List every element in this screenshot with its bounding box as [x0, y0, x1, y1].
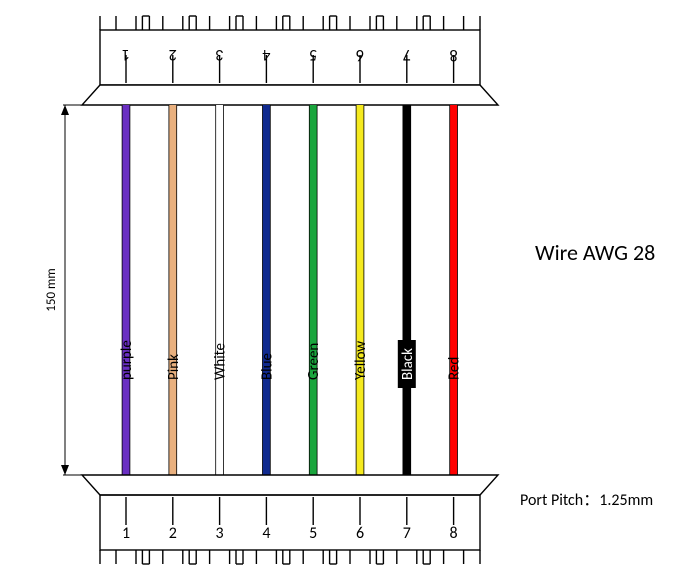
- wire-label-yellow: Yellow: [352, 341, 370, 380]
- top-pin-number-8: 8: [450, 45, 458, 64]
- bottom-pin-number-6: 6: [356, 524, 364, 543]
- wire-label-white: White: [212, 343, 230, 380]
- wire-label-green: Green: [305, 343, 323, 380]
- bottom-pin-number-1: 1: [122, 524, 130, 543]
- bottom-pin-number-5: 5: [309, 524, 317, 543]
- connector-bottom-flange: [82, 475, 498, 495]
- connector-top-flange: [82, 85, 498, 105]
- bottom-pin-number-8: 8: [450, 524, 458, 543]
- wire-label-pink: Pink: [165, 354, 183, 380]
- top-pin-number-2: 2: [169, 45, 177, 64]
- wiring-diagram: 1 2 3 4 5 6 7 8 purple Pink White Blue Green Yellow Bl…: [0, 0, 700, 569]
- bottom-pin-number-3: 3: [216, 524, 224, 543]
- wire-label-black: Black: [399, 348, 417, 380]
- wire-label-blue: Blue: [258, 353, 276, 380]
- bottom-pin-number-7: 7: [403, 524, 411, 543]
- bottom-pin-number-4: 4: [262, 524, 270, 543]
- wire-spec-label: Wire AWG 28: [535, 239, 655, 266]
- top-pin-number-6: 6: [356, 45, 364, 64]
- wire-label-red: Red: [446, 357, 464, 380]
- dimension-label: 150 mm: [44, 268, 59, 311]
- bottom-pin-number-2: 2: [169, 524, 177, 543]
- port-pitch-label: Port Pitch：1.25mm: [520, 491, 653, 510]
- top-pin-number-3: 3: [216, 45, 224, 64]
- top-pin-number-5: 5: [309, 45, 317, 64]
- top-pin-number-4: 4: [262, 45, 270, 64]
- wire-label-purple: purple: [118, 340, 136, 380]
- top-pin-number-7: 7: [403, 45, 411, 64]
- top-pin-number-1: 1: [122, 45, 130, 64]
